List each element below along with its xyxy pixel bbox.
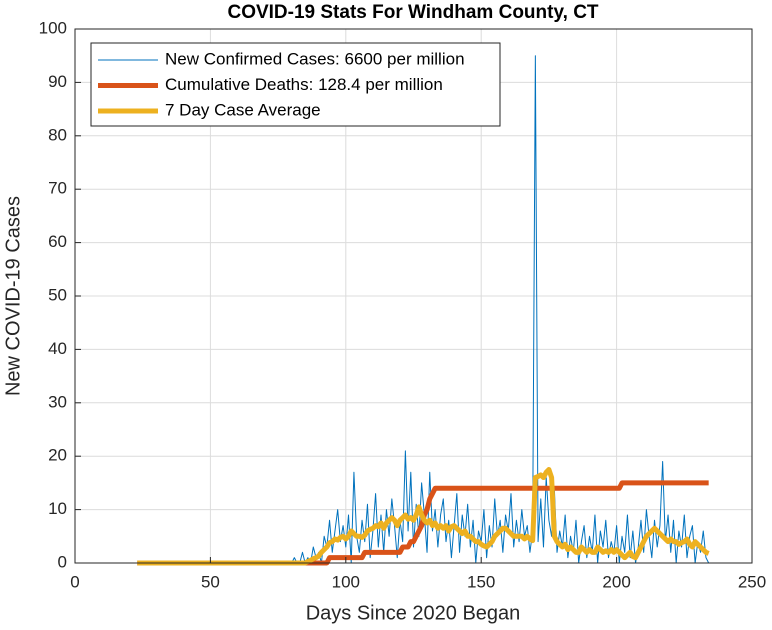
- y-tick-label: 0: [58, 552, 67, 571]
- legend-label: Cumulative Deaths: 128.4 per million: [165, 75, 443, 94]
- legend-box: [90, 42, 501, 127]
- y-tick-label: 10: [48, 499, 67, 518]
- y-tick-label: 30: [48, 392, 67, 411]
- legend-label: 7 Day Case Average: [165, 100, 321, 119]
- y-tick-label: 100: [39, 18, 67, 37]
- chart-title: COVID-19 Stats For Windham County, CT: [227, 2, 598, 23]
- x-axis-label: Days Since 2020 Began: [306, 602, 521, 624]
- y-tick-label: 50: [48, 285, 67, 304]
- y-axis-label: New COVID-19 Cases: [2, 196, 24, 396]
- legend-label: New Confirmed Cases: 6600 per million: [165, 49, 465, 68]
- y-tick-label: 90: [48, 72, 67, 91]
- y-tick-label: 70: [48, 179, 67, 198]
- y-tick-label: 20: [48, 446, 67, 465]
- x-tick-label: 250: [738, 572, 766, 591]
- y-tick-label: 80: [48, 125, 67, 144]
- x-tick-label: 50: [201, 572, 220, 591]
- x-tick-label: 150: [467, 572, 495, 591]
- x-tick-label: 0: [70, 572, 79, 591]
- x-tick-label: 200: [602, 572, 630, 591]
- x-tick-label: 100: [332, 572, 360, 591]
- y-tick-label: 60: [48, 232, 67, 251]
- y-tick-label: 40: [48, 339, 67, 358]
